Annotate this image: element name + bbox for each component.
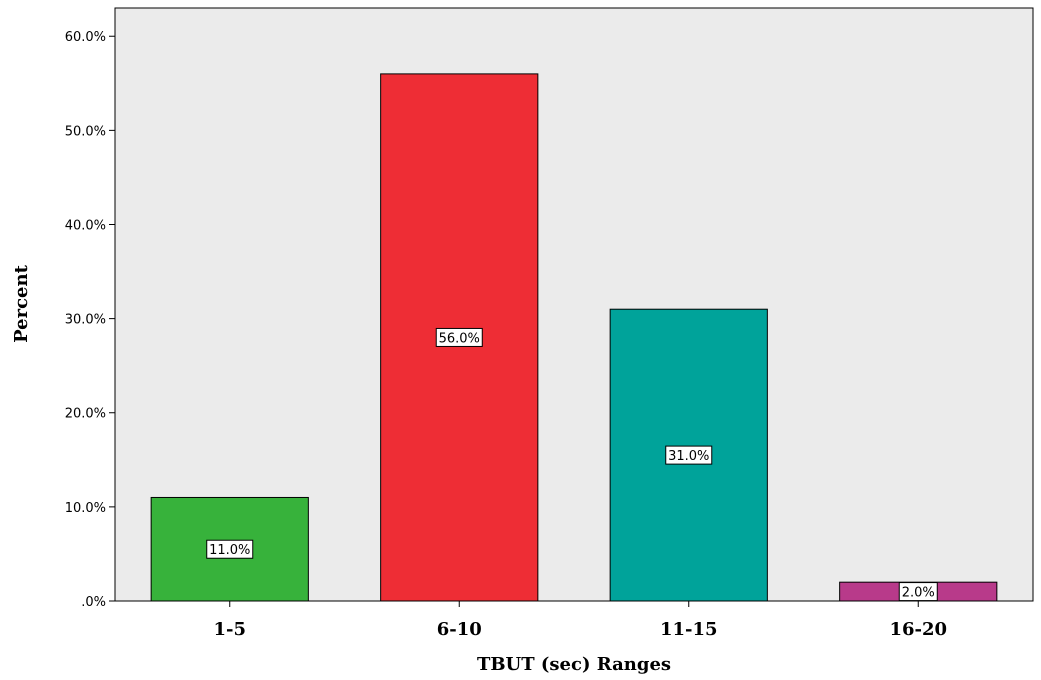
y-tick-label: 60.0% <box>65 30 106 45</box>
data-label-box <box>206 539 254 559</box>
x-tick-label: 11-15 <box>660 619 718 640</box>
y-tick-label: 50.0% <box>65 124 106 139</box>
x-tick-label: 1-5 <box>213 619 246 640</box>
y-tick-label: 20.0% <box>65 407 106 422</box>
data-label: 56.0% <box>439 331 480 346</box>
data-label: 31.0% <box>668 449 709 464</box>
data-label-box <box>898 582 938 602</box>
y-axis-ticks: .0% 10.0% 20.0% 30.0% 40.0% 50.0% 60.0% <box>65 30 115 610</box>
data-label: 2.0% <box>902 586 935 601</box>
data-label-box <box>435 327 483 347</box>
y-tick-label: 40.0% <box>65 218 106 233</box>
y-axis-title: Percent <box>11 264 32 342</box>
data-label-box <box>665 445 713 465</box>
y-tick-label: 30.0% <box>65 313 106 328</box>
y-tick-label: 10.0% <box>65 501 106 516</box>
y-tick-label: .0% <box>81 595 106 610</box>
x-axis-ticks: 1-5 6-10 11-15 16-20 <box>213 601 947 640</box>
x-tick-label: 16-20 <box>889 619 947 640</box>
x-tick-label: 6-10 <box>437 619 482 640</box>
x-axis-title: TBUT (sec) Ranges <box>477 654 671 675</box>
bars-group: 11.0% 56.0% 31.0% 2.0% <box>150 73 998 602</box>
data-label: 11.0% <box>209 543 250 558</box>
